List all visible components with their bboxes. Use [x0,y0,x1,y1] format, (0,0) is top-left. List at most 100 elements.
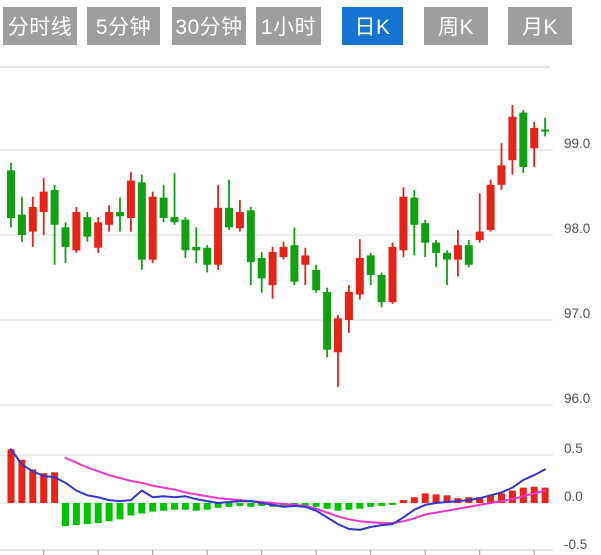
candle-body [83,217,92,237]
candle-body [366,255,375,275]
candle-body [530,127,539,149]
tab-daily-k[interactable]: 日K [342,7,403,45]
macd-histogram-bar [389,503,396,505]
candle-body [334,318,342,353]
tab-timeline[interactable]: 分时线 [3,7,77,45]
candle-body [181,219,190,251]
candle-body [225,207,233,228]
macd-histogram-bar [312,503,320,507]
macd-histogram-bar [29,469,37,503]
candle-body [388,246,397,303]
candle-body [39,191,48,213]
macd-histogram-bar [138,503,146,514]
candle-body [94,222,103,248]
candle-body [399,196,408,251]
macd-histogram-bar [530,486,538,503]
candle-body [475,231,484,241]
macd-histogram-bar [508,490,516,503]
macd-histogram-bar [487,495,495,503]
macd-histogram-bar [399,500,407,503]
macd-histogram-bar [160,503,168,511]
macd-histogram-bar [171,503,178,510]
macd-histogram-bar [334,503,342,511]
candle-body [148,196,157,260]
macd-histogram-bar [345,503,353,510]
candle-body [105,212,114,225]
candle-body [7,170,15,218]
price-axis-label-97: 97.0 [564,306,591,321]
macd-histogram-bar [203,503,211,510]
candle-body [312,269,321,291]
macd-histogram-bar [181,503,189,510]
macd-histogram-bar [149,503,157,512]
macd-histogram-bar [356,503,364,509]
dif-line [10,448,547,531]
macd-histogram-bar [476,497,484,503]
price-axis-label-98: 98.0 [564,221,591,236]
macd-histogram-bar [378,503,386,506]
macd-histogram-bar [7,449,15,503]
candle-body [116,212,124,217]
candle-body [355,257,364,295]
candle-body [301,255,310,265]
macd-histogram-bar [323,503,331,509]
candle-body [344,291,353,320]
candle-body [464,245,473,265]
macd-histogram-bar [236,503,244,506]
tab-5min[interactable]: 5分钟 [87,7,160,45]
macd-histogram-bar [258,503,266,506]
tab-weekly-k[interactable]: 周K [424,7,488,45]
candle-body [50,189,59,225]
candle-body [137,182,146,260]
candle-body [541,129,550,132]
candle-body [61,227,70,247]
macd-histogram-bar [443,495,451,503]
candle-body [519,112,528,167]
tab-30min[interactable]: 30分钟 [172,7,246,45]
tab-monthly-k[interactable]: 月K [508,7,572,45]
candle-body [28,206,37,232]
macd-histogram-bar [498,493,505,503]
macd-histogram-bar [421,493,429,503]
candle-body [159,197,168,218]
candle-body [323,291,332,350]
candle-body [486,184,495,230]
candle-body [268,252,277,286]
candle-body [421,223,430,243]
macd-axis-label-pos: 0.5 [564,441,583,456]
candle-body [126,180,135,218]
macd-histogram-bar [83,503,91,525]
candle-body [279,246,288,258]
candle-body [257,257,266,279]
macd-histogram-bar [247,503,255,507]
candle-body [203,247,212,265]
macd-histogram-bar [541,487,549,503]
macd-histogram-bar [105,503,113,522]
candle-body [235,212,244,229]
macd-histogram-bar [225,503,233,507]
candle-body [410,197,419,225]
macd-histogram-bar [432,494,440,503]
tab-1hour[interactable]: 1小时 [256,7,321,45]
candle-body [377,274,386,303]
candle-body [246,210,255,263]
candle-body [72,212,81,251]
candle-body [192,246,201,251]
price-axis-label-96: 96.0 [564,391,591,406]
candle-body [17,214,26,235]
price-axis-label-99: 99.0 [564,136,591,151]
macd-histogram-bar [94,503,102,524]
macd-histogram-bar [51,472,59,503]
candle-body [290,245,299,282]
dea-line [64,456,547,525]
candle-body [508,116,517,161]
candle-body [443,252,451,260]
macd-histogram-bar [72,503,80,526]
macd-histogram-bar [127,503,135,516]
macd-histogram-bar [301,503,309,506]
candle-body [432,242,441,253]
macd-histogram-bar [214,503,222,508]
macd-histogram-bar [367,503,375,507]
